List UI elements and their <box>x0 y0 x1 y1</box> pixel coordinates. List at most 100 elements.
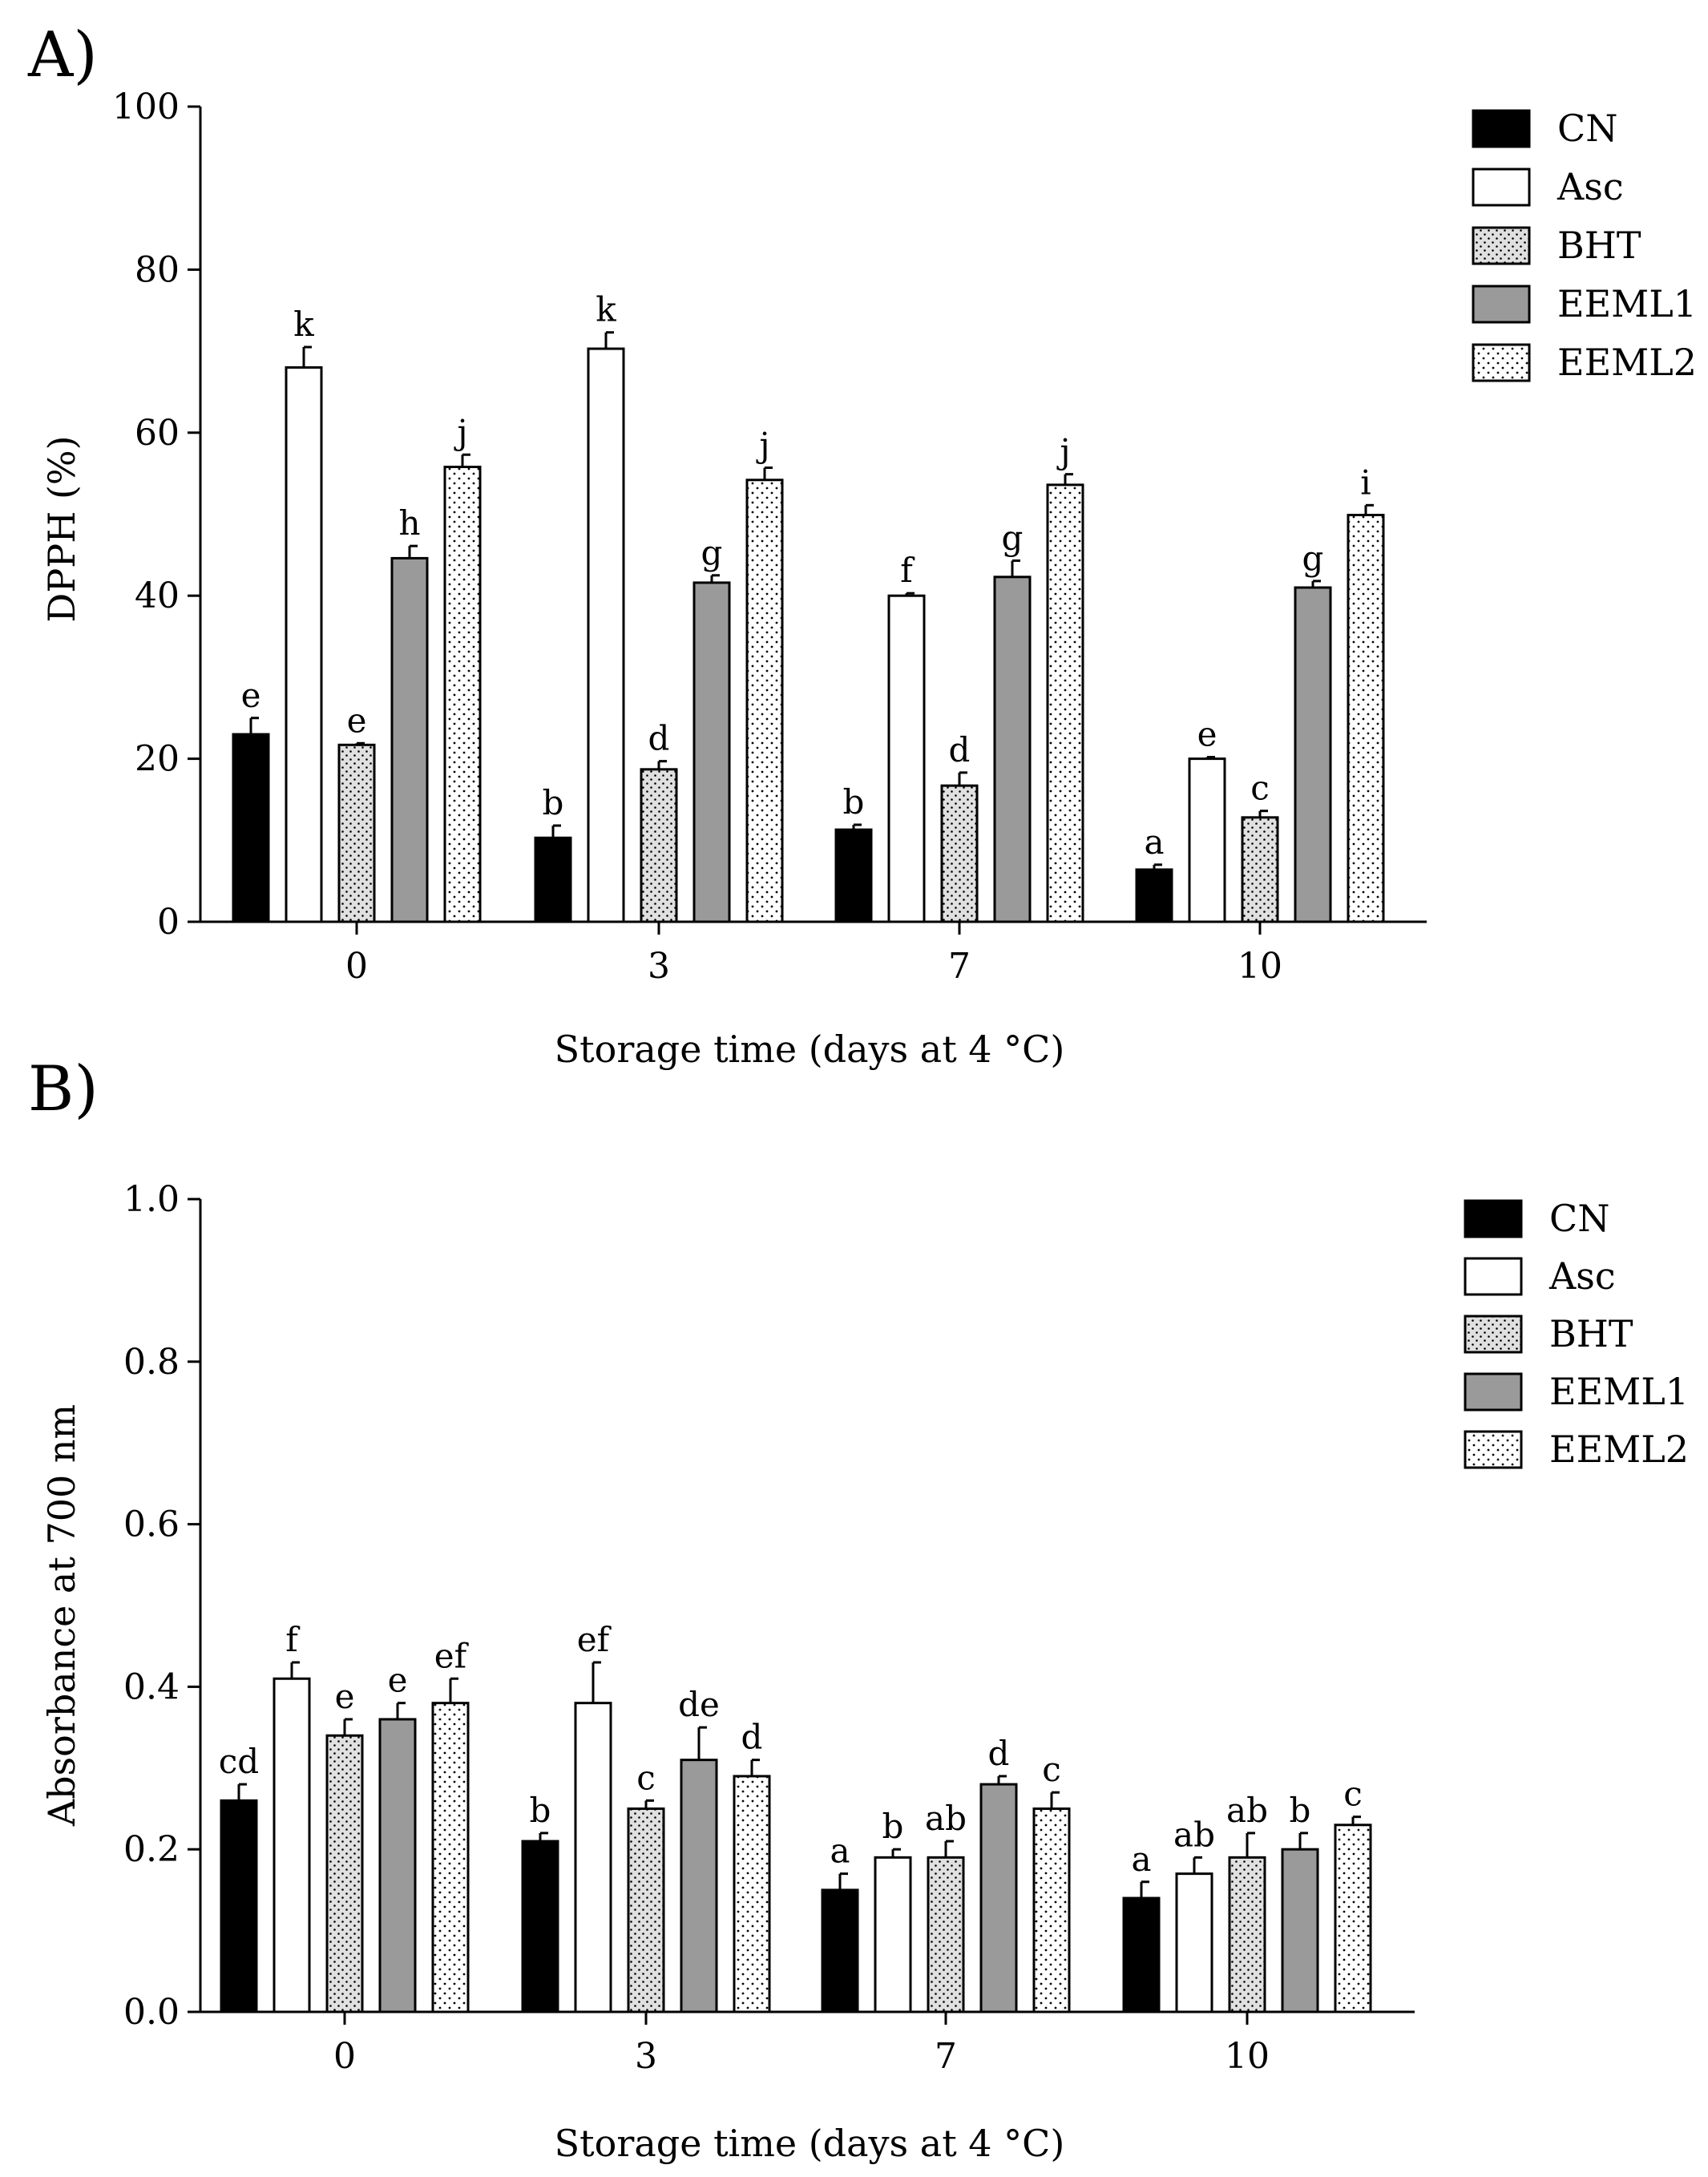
bar-asc-day-7 <box>874 1856 912 2013</box>
chart-panel-a: A) DPPH (%) Storage time (days at 4 °C) … <box>27 19 1697 1071</box>
bar-eeml2-day-0 <box>431 1702 470 2013</box>
panel-a-label: A) <box>27 19 98 91</box>
panel-a-y-axis-title: DPPH (%) <box>40 435 83 622</box>
legend-label-bht: BHT <box>1549 1312 1633 1355</box>
x-tick-label: 0 <box>345 946 368 987</box>
significance-label: d <box>741 1718 763 1757</box>
y-tick-label: 0.8 <box>123 1342 180 1383</box>
significance-label: k <box>293 305 314 344</box>
significance-label: b <box>543 783 564 822</box>
y-tick-label: 80 <box>135 249 180 290</box>
significance-label: g <box>701 533 723 572</box>
bar-bht-day-10 <box>1241 816 1279 923</box>
significance-label: ab <box>1226 1791 1268 1830</box>
legend-label-eeml2: EEML2 <box>1549 1428 1689 1471</box>
significance-label: b <box>843 782 865 822</box>
panel-b-y-axis-title: Absorbance at 700 nm <box>40 1404 83 1827</box>
y-tick-label: 0.2 <box>123 1829 180 1870</box>
significance-label: c <box>1042 1750 1061 1789</box>
y-tick-label: 40 <box>135 576 180 616</box>
y-tick-label: 0.6 <box>123 1505 180 1545</box>
legend-label-eeml1: EEML1 <box>1549 1370 1689 1413</box>
legend-swatch-asc <box>1472 168 1531 207</box>
panel-a-bars: e b b a k k f e e d d c h g g g j j j i <box>232 290 1385 923</box>
significance-label: f <box>900 551 915 590</box>
legend-label-cn: CN <box>1549 1197 1609 1240</box>
significance-label: d <box>648 719 670 758</box>
significance-label: i <box>1360 462 1371 502</box>
significance-label: e <box>241 676 261 715</box>
bar-eeml1-day-10 <box>1281 1848 1319 2013</box>
legend-label-bht: BHT <box>1557 224 1641 267</box>
legend-swatch-eeml2 <box>1472 343 1531 382</box>
significance-label: ef <box>434 1636 470 1675</box>
significance-label: b <box>882 1807 904 1846</box>
bar-cn-day-0 <box>232 733 270 923</box>
bar-eeml1-day-0 <box>390 556 429 923</box>
significance-label: g <box>1002 518 1024 557</box>
significance-label: j <box>453 412 467 451</box>
panel-b-label: B) <box>28 1053 99 1125</box>
x-tick-label: 3 <box>648 946 670 987</box>
bar-asc-day-3 <box>574 1702 612 2013</box>
significance-label: j <box>755 426 769 465</box>
bar-eeml2-day-3 <box>733 1775 771 2013</box>
panel-a-legend: CN Asc BHT EEML1 EEML2 <box>1472 107 1697 384</box>
bar-cn-day-7 <box>834 828 873 923</box>
bar-bht-day-0 <box>337 743 376 923</box>
bar-eeml1-day-0 <box>378 1718 417 2013</box>
legend-swatch-asc <box>1464 1257 1523 1296</box>
significance-label: h <box>398 503 420 543</box>
bar-eeml2-day-10 <box>1334 1824 1372 2013</box>
bar-eeml2-day-0 <box>443 466 482 923</box>
significance-label: e <box>388 1661 408 1700</box>
significance-label: a <box>1131 1840 1151 1879</box>
bar-asc-day-0 <box>285 366 323 923</box>
significance-label: c <box>636 1758 656 1797</box>
significance-label: cd <box>219 1742 259 1781</box>
legend-swatch-eeml1 <box>1464 1372 1523 1412</box>
legend-swatch-eeml1 <box>1472 285 1531 324</box>
legend-label-eeml1: EEML1 <box>1557 282 1697 325</box>
x-tick-label: 7 <box>948 946 971 987</box>
bar-cn-day-10 <box>1135 868 1173 923</box>
significance-label: d <box>949 730 971 769</box>
significance-label: k <box>596 290 616 329</box>
significance-label: g <box>1302 539 1324 578</box>
bar-eeml2-day-10 <box>1347 514 1385 923</box>
bar-bht-day-0 <box>325 1734 364 2013</box>
significance-label: de <box>678 1685 720 1724</box>
panel-b-x-axis-title: Storage time (days at 4 °C) <box>555 2122 1065 2165</box>
y-tick-label: 100 <box>112 87 180 127</box>
bar-bht-day-7 <box>940 784 979 923</box>
legend-label-cn: CN <box>1557 107 1617 150</box>
bar-cn-day-3 <box>534 836 572 923</box>
chart-panel-b: B) Absorbance at 700 nm Storage time (da… <box>28 1053 1689 2165</box>
legend-swatch-bht <box>1464 1315 1523 1354</box>
bar-cn-day-0 <box>220 1799 258 2013</box>
bar-eeml1-day-7 <box>979 1783 1018 2013</box>
panel-a-x-axis-title: Storage time (days at 4 °C) <box>555 1028 1065 1071</box>
y-tick-label: 20 <box>135 739 180 780</box>
bar-eeml2-day-7 <box>1046 483 1084 923</box>
x-tick-label: 7 <box>935 2036 957 2077</box>
bar-cn-day-7 <box>821 1888 859 2013</box>
bar-eeml1-day-10 <box>1294 586 1332 923</box>
legend-swatch-cn <box>1464 1199 1523 1238</box>
bar-bht-day-3 <box>627 1807 665 2013</box>
y-tick-label: 0.4 <box>123 1666 180 1707</box>
x-tick-label: 10 <box>1225 2036 1270 2077</box>
legend-swatch-eeml2 <box>1464 1430 1523 1469</box>
y-tick-label: 0.0 <box>123 1992 180 2033</box>
bar-bht-day-10 <box>1228 1856 1266 2013</box>
y-tick-label: 60 <box>135 413 180 454</box>
significance-label: d <box>988 1734 1010 1773</box>
significance-label: e <box>347 701 367 740</box>
x-tick-label: 0 <box>333 2036 356 2077</box>
bar-asc-day-0 <box>273 1677 311 2013</box>
significance-label: a <box>1144 822 1164 862</box>
legend-label-asc: Asc <box>1549 1254 1616 1298</box>
panel-b-legend: CN Asc BHT EEML1 EEML2 <box>1464 1197 1689 1471</box>
